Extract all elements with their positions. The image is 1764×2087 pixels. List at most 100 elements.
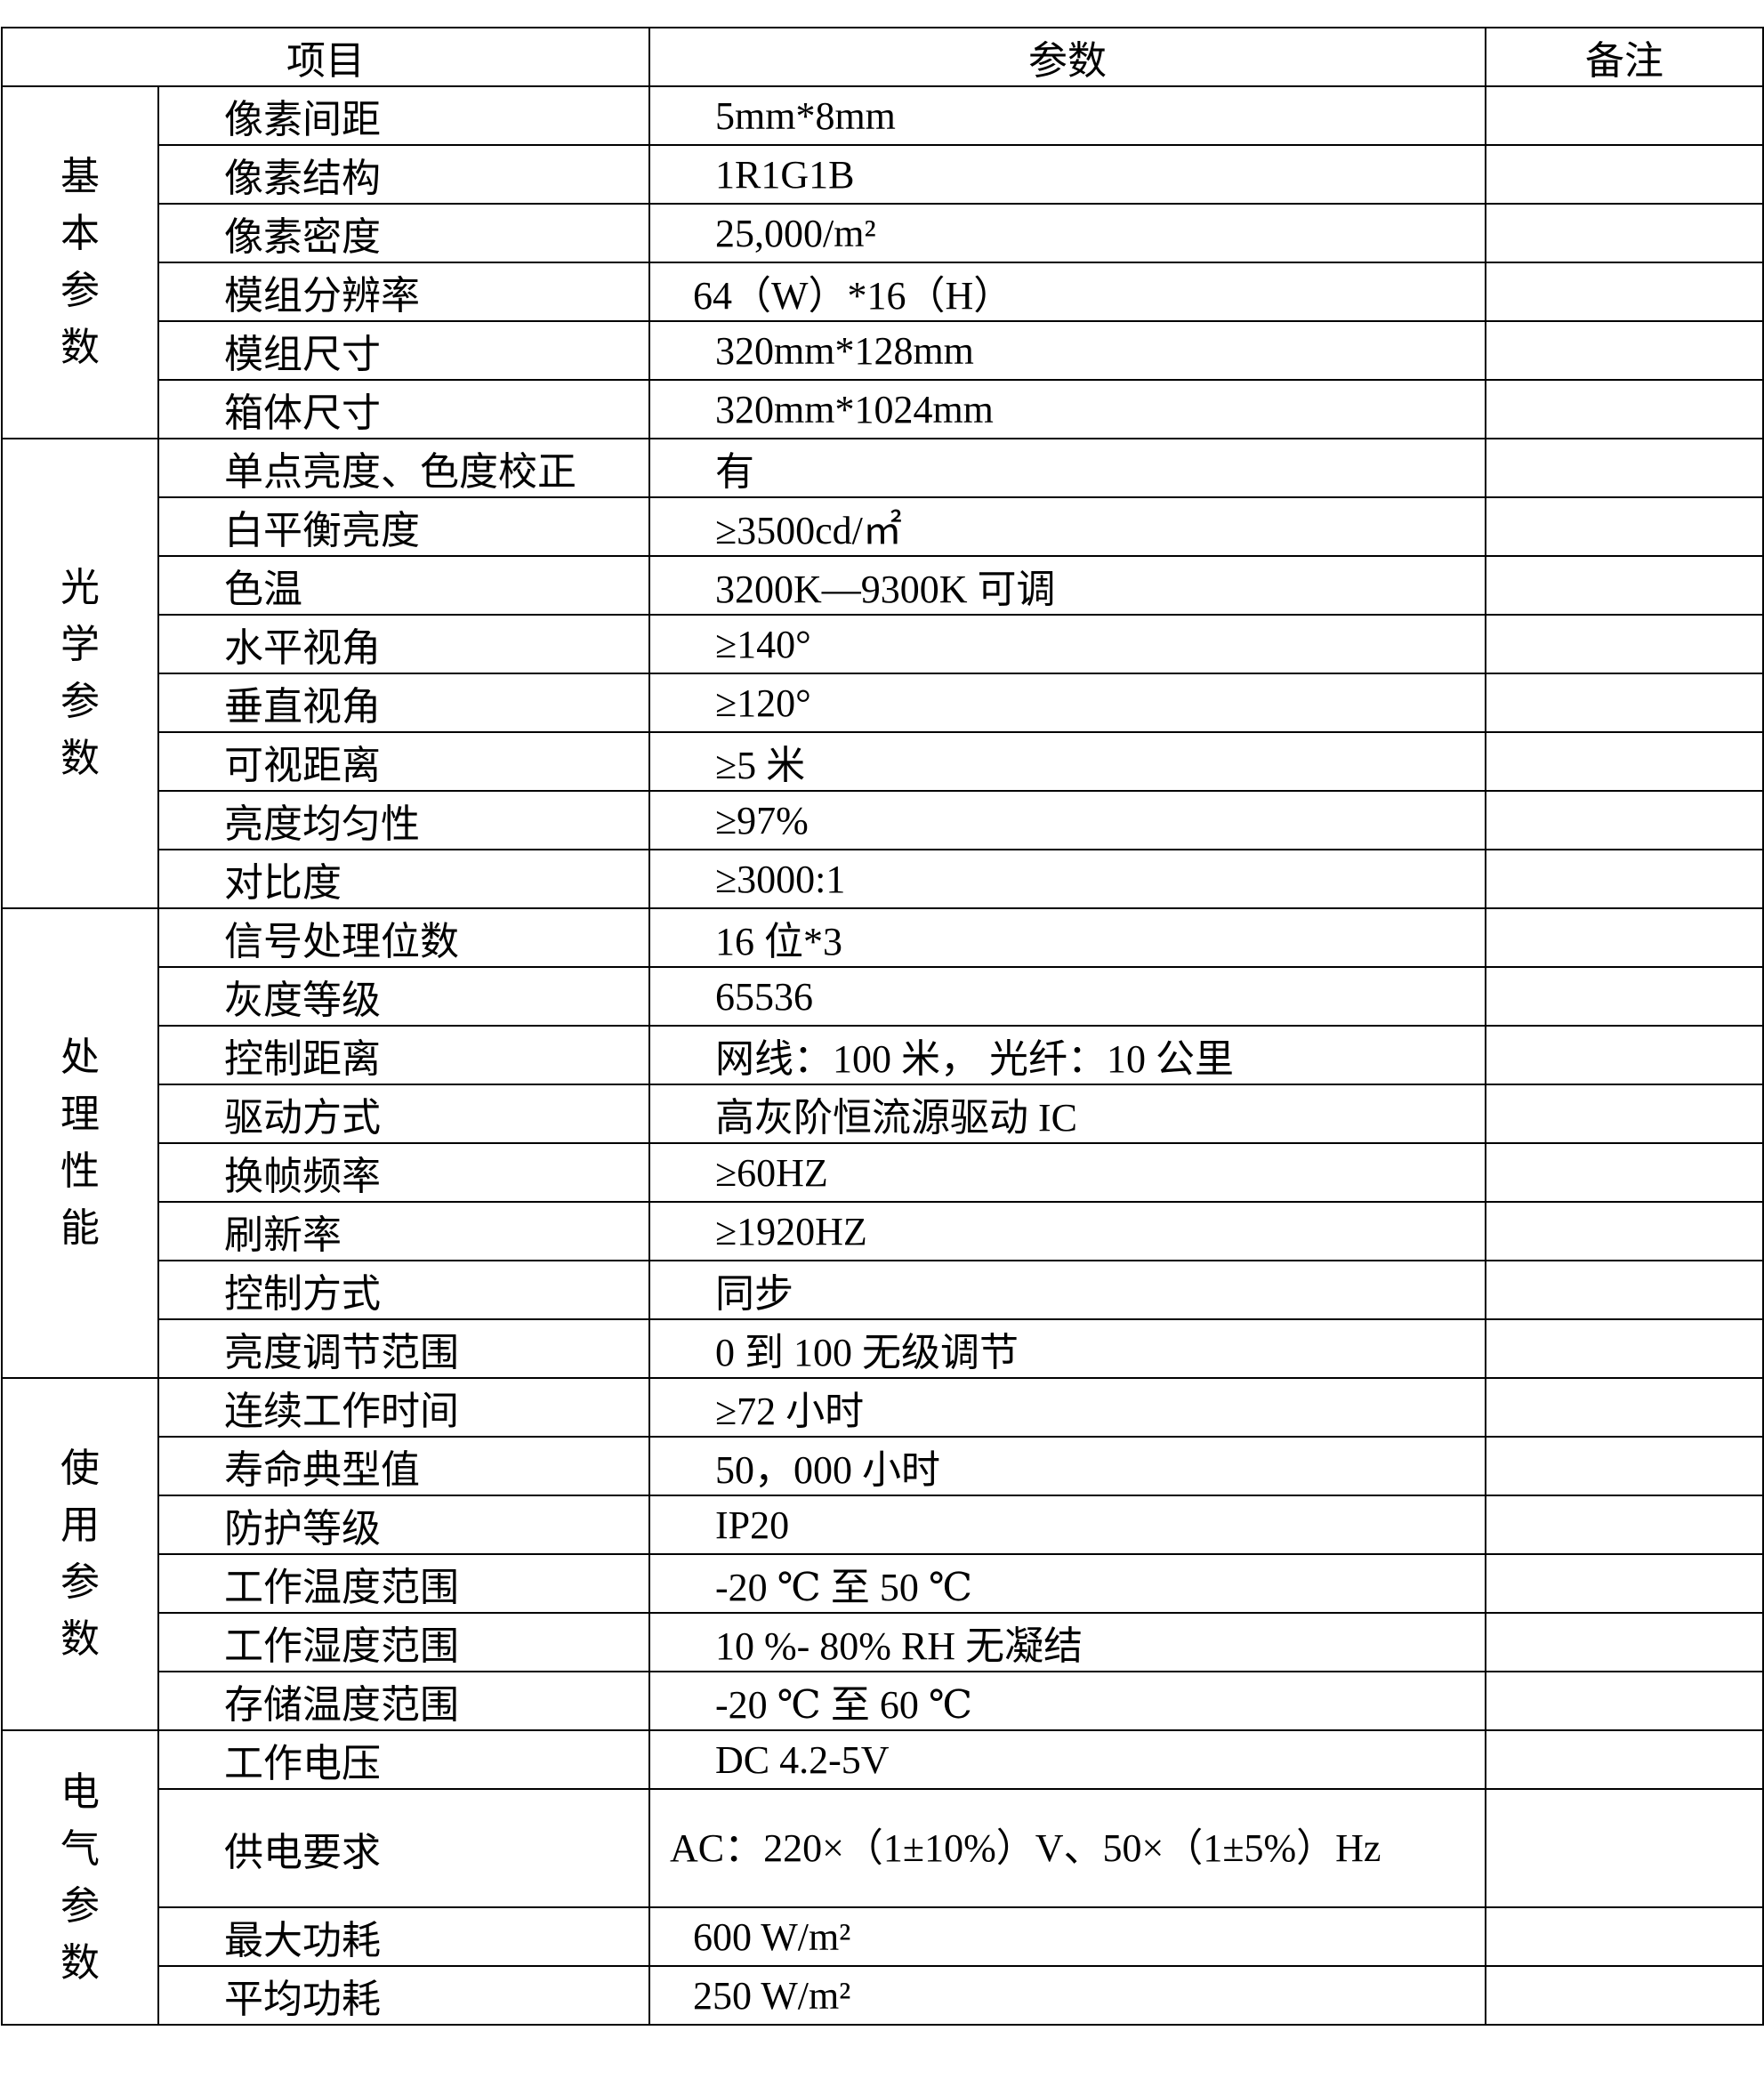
table-row: 最大功耗 600 W/m² [2, 1906, 1764, 1967]
table-row: 处理性能 信号处理位数 16 位*3 [1, 907, 1764, 1379]
note-cell [1485, 1906, 1764, 1967]
header-item: 项目 [1, 27, 650, 87]
table-row: 使用参数 连续工作时间 ≥72 小时 [1, 1377, 1764, 1731]
value-cell: ≥60HZ [648, 1142, 1486, 1203]
item-cell: 工作温度范围 [157, 1553, 650, 1614]
table-row: 换帧频率 ≥60HZ [2, 1142, 1764, 1203]
table-header-row: 项目 参数 备注 [1, 27, 1764, 87]
group-label-text: 使用参数 [60, 1446, 100, 1661]
note-cell [1485, 1260, 1764, 1320]
item-cell: 像素间距 [157, 85, 650, 146]
value-cell: ≥1920HZ [648, 1201, 1486, 1261]
value-cell: 有 [648, 438, 1486, 498]
item-cell: 灰度等级 [157, 966, 650, 1027]
item-cell: 像素结构 [157, 144, 650, 205]
item-cell: 亮度调节范围 [157, 1318, 650, 1379]
item-cell: 连续工作时间 [157, 1377, 650, 1438]
table-row: 像素密度 25,000/m² [2, 203, 1764, 263]
table-row: 基本参数 像素间距 5mm*8mm [1, 85, 1764, 439]
value-cell: 320mm*128mm [648, 320, 1486, 381]
table-row: 可视距离 ≥5 米 [2, 731, 1764, 792]
note-cell [1485, 320, 1764, 381]
item-cell: 供电要求 [157, 1788, 650, 1908]
value-cell: 25,000/m² [648, 203, 1486, 263]
note-cell [1485, 731, 1764, 792]
item-cell: 信号处理位数 [157, 907, 650, 968]
group-label: 使用参数 [1, 1377, 159, 1731]
note-cell [1485, 1201, 1764, 1261]
note-cell [1485, 673, 1764, 733]
note-cell [1485, 1965, 1764, 2026]
header-remark: 备注 [1485, 27, 1764, 87]
item-cell: 色温 [157, 555, 650, 616]
group-label: 处理性能 [1, 907, 159, 1379]
group-label: 光学参数 [1, 438, 159, 909]
table-row: 亮度均匀性 ≥97% [2, 790, 1764, 850]
item-cell: 箱体尺寸 [157, 379, 650, 439]
value-cell: 同步 [648, 1260, 1486, 1320]
value-cell: 320mm*1024mm [648, 379, 1486, 439]
note-cell [1485, 1377, 1764, 1438]
table-row: 色温 3200K—9300K 可调 [2, 555, 1764, 616]
item-cell: 对比度 [157, 849, 650, 909]
group-label-text: 光学参数 [60, 566, 100, 780]
item-cell: 垂直视角 [157, 673, 650, 733]
group-label: 电气参数 [1, 1729, 159, 2026]
item-cell: 可视距离 [157, 731, 650, 792]
table-row: 刷新率 ≥1920HZ [2, 1201, 1764, 1261]
group-label: 基本参数 [1, 85, 159, 439]
note-cell [1485, 1788, 1764, 1908]
item-cell: 模组尺寸 [157, 320, 650, 381]
table-row: 平均功耗 250 W/m² [2, 1965, 1764, 2026]
value-cell: 0 到 100 无级调节 [648, 1318, 1486, 1379]
value-cell: 250 W/m² [648, 1965, 1486, 2026]
table-row: 存储温度范围 -20 ℃ 至 60 ℃ [2, 1671, 1764, 1731]
table-row: 驱动方式 高灰阶恒流源驱动 IC [2, 1084, 1764, 1144]
group-label-text: 处理性能 [60, 1035, 100, 1250]
table-row: 控制方式 同步 [2, 1260, 1764, 1320]
note-cell [1485, 1729, 1764, 1790]
table-row: 灰度等级 65536 [2, 966, 1764, 1027]
value-cell: -20 ℃ 至 60 ℃ [648, 1671, 1486, 1731]
value-cell: IP20 [648, 1495, 1486, 1555]
table-row: 亮度调节范围 0 到 100 无级调节 [2, 1318, 1764, 1379]
value-cell: ≥140° [648, 614, 1486, 674]
note-cell [1485, 85, 1764, 146]
table-row: 水平视角 ≥140° [2, 614, 1764, 674]
note-cell [1485, 1142, 1764, 1203]
note-cell [1485, 907, 1764, 968]
note-cell [1485, 1318, 1764, 1379]
item-cell: 控制方式 [157, 1260, 650, 1320]
table-row: 供电要求 AC：220×（1±10%）V、50×（1±5%）Hz [2, 1788, 1764, 1908]
item-cell: 换帧频率 [157, 1142, 650, 1203]
table-row: 对比度 ≥3000:1 [2, 849, 1764, 909]
item-cell: 防护等级 [157, 1495, 650, 1555]
item-cell: 模组分辨率 [157, 262, 650, 322]
table-row: 模组尺寸 320mm*128mm [2, 320, 1764, 381]
note-cell [1485, 1553, 1764, 1614]
value-cell: 1R1G1B [648, 144, 1486, 205]
value-cell: DC 4.2-5V [648, 1729, 1486, 1790]
table-row: 光学参数 单点亮度、色度校正有 [1, 438, 1764, 909]
note-cell [1485, 144, 1764, 205]
table-row: 白平衡亮度 ≥3500cd/㎡ [2, 496, 1764, 557]
item-cell: 平均功耗 [157, 1965, 650, 2026]
item-cell: 存储温度范围 [157, 1671, 650, 1731]
note-cell [1485, 966, 1764, 1027]
table-row: 工作湿度范围 10 %- 80% RH 无凝结 [2, 1612, 1764, 1672]
item-cell: 控制距离 [157, 1025, 650, 1085]
note-cell [1485, 438, 1764, 498]
note-cell [1485, 1025, 1764, 1085]
value-cell: 65536 [648, 966, 1486, 1027]
value-cell: ≥3000:1 [648, 849, 1486, 909]
value-cell: 3200K—9300K 可调 [648, 555, 1486, 616]
table-row: 像素结构 1R1G1B [2, 144, 1764, 205]
note-cell [1485, 849, 1764, 909]
value-cell: 5mm*8mm [648, 85, 1486, 146]
table-row: 箱体尺寸 320mm*1024mm [2, 379, 1764, 439]
value-cell: ≥72 小时 [648, 1377, 1486, 1438]
value-cell: AC：220×（1±10%）V、50×（1±5%）Hz [648, 1788, 1486, 1908]
value-cell: ≥97% [648, 790, 1486, 850]
group-label-text: 电气参数 [60, 1769, 100, 1985]
note-cell [1485, 262, 1764, 322]
